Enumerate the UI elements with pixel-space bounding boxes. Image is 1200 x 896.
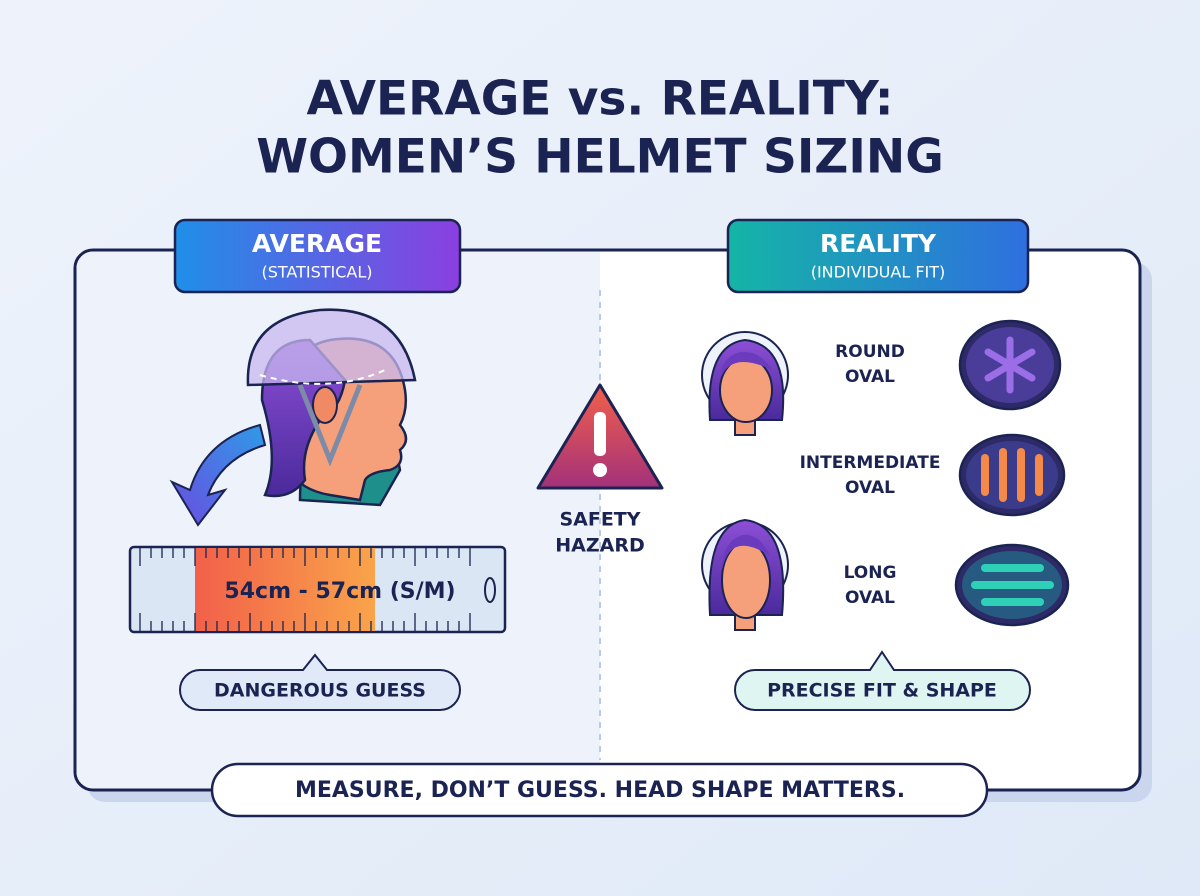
shape-label: ROUND [835, 342, 905, 362]
title-line: AVERAGE vs. REALITY: [306, 72, 893, 127]
subheading: (STATISTICAL) [261, 263, 372, 282]
callout-text: PRECISE FIT & SHAPE [767, 680, 997, 702]
shape-label: OVAL [845, 588, 895, 608]
shape-label: LONG [844, 563, 897, 583]
heading: AVERAGE [252, 229, 382, 258]
title-line: WOMEN’S HELMET SIZING [256, 130, 944, 185]
helmet-head-illustration [246, 308, 417, 507]
footer-text: MEASURE, DON’T GUESS. HEAD SHAPE MATTERS… [295, 778, 905, 803]
callout [178, 653, 462, 711]
shape-label: INTERMEDIATE [800, 453, 941, 473]
face-illustration [701, 518, 789, 631]
arrow [169, 423, 267, 527]
warning-text: SAFETY [559, 509, 640, 531]
warning-text: HAZARD [555, 535, 645, 557]
shape-label: OVAL [845, 478, 895, 498]
footer-banner [210, 762, 989, 818]
heading-tab [726, 218, 1030, 294]
long-oval-icon [954, 543, 1070, 627]
round-oval-icon [958, 319, 1062, 411]
shape-label: OVAL [845, 367, 895, 387]
left-half [76, 251, 600, 789]
ruler-label: 54cm - 57cm (S/M) [224, 579, 455, 604]
heading: REALITY [820, 229, 937, 258]
intermediate-oval-icon [958, 433, 1066, 517]
warning-icon [536, 383, 664, 490]
subheading: (INDIVIDUAL FIT) [811, 263, 946, 282]
heading-tab [173, 218, 462, 294]
face-illustration [701, 331, 789, 436]
tape-measure [128, 545, 507, 634]
callout [733, 650, 1032, 711]
callout-text: DANGEROUS GUESS [214, 680, 426, 702]
